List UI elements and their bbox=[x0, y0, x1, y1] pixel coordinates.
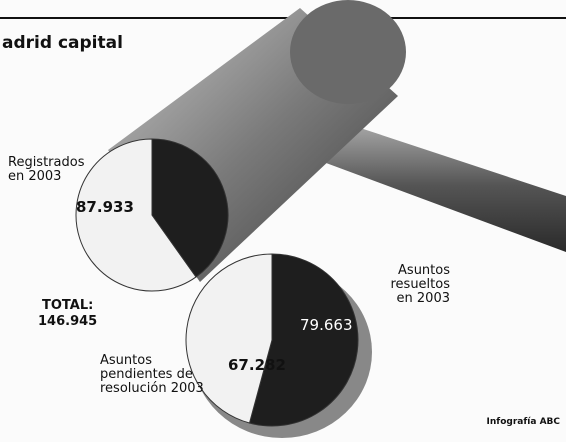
category-label: Asuntos resueltos en 2003 bbox=[378, 264, 450, 306]
infographic: adrid capital Infografía ABC Registrados… bbox=[0, 0, 566, 442]
gavel-handle bbox=[318, 118, 566, 252]
category-label: Registrados en 2003 bbox=[8, 156, 98, 184]
category-label: Asuntos pendientes de resolución 2003 bbox=[100, 354, 210, 396]
value-label: 87.933 bbox=[76, 198, 134, 216]
total-value: 146.945 bbox=[38, 314, 97, 329]
value-label: 67.282 bbox=[228, 356, 286, 374]
total-title: TOTAL: bbox=[42, 298, 93, 313]
gavel-end bbox=[290, 0, 406, 104]
credit: Infografía ABC bbox=[487, 417, 561, 427]
title: adrid capital bbox=[2, 33, 123, 53]
chart: adrid capital Infografía ABC bbox=[0, 0, 566, 442]
value-label: 79.663 bbox=[300, 316, 353, 334]
